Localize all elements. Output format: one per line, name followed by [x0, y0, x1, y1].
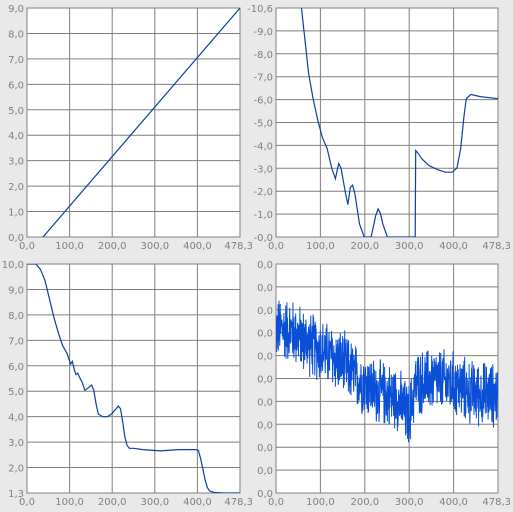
y-tick-label: 2,0 — [8, 182, 24, 193]
y-tick-label: 0,0 — [257, 443, 273, 454]
series-line — [27, 264, 240, 493]
x-tick-label: 400,0 — [439, 497, 468, 508]
y-tick-label: 0,0 — [257, 329, 273, 340]
y-tick-label: 4,0 — [8, 413, 24, 424]
y-tick-label: 10,0 — [2, 260, 24, 271]
y-tick-label: -5,0 — [253, 119, 273, 130]
x-tick-label: 200,0 — [98, 497, 127, 508]
y-tick-label: 1,0 — [8, 208, 24, 219]
y-tick-label: 5,0 — [8, 106, 24, 117]
y-tick-label: 0,0 — [257, 420, 273, 431]
x-tick-label: 100,0 — [55, 497, 84, 508]
y-tick-label: 0,0 — [257, 397, 273, 408]
chart-panel-2: 0,0 100,0 200,0 300,0 400,0 478,3 -0,0 -1,0 -2,0… — [247, 4, 511, 252]
y-tick-label: 2,0 — [8, 464, 24, 475]
y-tick-label: 3,0 — [8, 157, 24, 168]
series-line — [276, 300, 498, 443]
y-tick-label: 0,0 — [257, 375, 273, 386]
x-tick-label: 478,3 — [482, 497, 511, 508]
y-tick-label: -9,0 — [253, 27, 273, 38]
series-line — [300, 8, 498, 237]
chart-panel-1: 0,0 100,0 200,0 300,0 400,0 478,3 0,0 1,0 2,0 3,0… — [8, 4, 253, 252]
series-line — [42, 8, 240, 237]
x-tick-label: 0,0 — [268, 497, 284, 508]
x-tick-label: 0,0 — [19, 241, 35, 252]
y-tick-label: 7,0 — [8, 336, 24, 347]
x-tick-label: 400,0 — [439, 241, 468, 252]
y-tick-label: -7,0 — [253, 73, 273, 84]
x-tick-label: 300,0 — [395, 241, 424, 252]
y-tick-label: -1,0 — [253, 210, 273, 221]
x-tick-label: 100,0 — [306, 241, 335, 252]
x-tick-label: 200,0 — [350, 241, 379, 252]
x-tick-label: 300,0 — [140, 241, 169, 252]
x-tick-label: 200,0 — [98, 241, 127, 252]
y-tick-label: 0,0 — [8, 233, 24, 244]
plot-frame — [26, 263, 241, 494]
x-tick-label: 400,0 — [183, 241, 212, 252]
x-tick-label: 478,3 — [482, 241, 511, 252]
x-tick-label: 100,0 — [306, 497, 335, 508]
x-tick-label: 300,0 — [140, 497, 169, 508]
y-tick-label: 0,0 — [257, 283, 273, 294]
x-tick-label: 300,0 — [395, 497, 424, 508]
y-tick-label: 4,0 — [8, 131, 24, 142]
y-tick-label: -4,0 — [253, 141, 273, 152]
plot-frame — [275, 263, 499, 494]
y-tick-label: 6,0 — [8, 80, 24, 91]
x-tick-label: 400,0 — [183, 497, 212, 508]
plot-area — [27, 264, 240, 493]
y-tick-label: 8,0 — [8, 311, 24, 322]
y-tick-label: -8,0 — [253, 50, 273, 61]
x-tick-label: 0,0 — [19, 497, 35, 508]
plot-area — [27, 8, 240, 237]
x-tick-label: 478,3 — [224, 241, 253, 252]
y-tick-label: 8,0 — [8, 29, 24, 40]
y-tick-label: -10,6 — [247, 4, 273, 15]
x-tick-label: 200,0 — [350, 497, 379, 508]
y-tick-label: 9,0 — [8, 4, 24, 15]
y-tick-label: -2,0 — [253, 187, 273, 198]
y-tick-label: 1,3 — [8, 489, 24, 500]
y-tick-label: 0,0 — [257, 306, 273, 317]
y-tick-label: 0,0 — [257, 466, 273, 477]
y-tick-label: -6,0 — [253, 96, 273, 107]
y-tick-label: 3,0 — [8, 438, 24, 449]
y-tick-label: 0,0 — [257, 260, 273, 271]
y-tick-label: 0,0 — [257, 352, 273, 363]
y-tick-label: -3,0 — [253, 164, 273, 175]
chart-panel-4: 0,0 100,0 200,0 300,0 400,0 478,30,00,00,00,0… — [257, 260, 511, 508]
x-tick-label: 0,0 — [268, 241, 284, 252]
y-tick-label: -0,0 — [253, 233, 273, 244]
y-tick-label: 9,0 — [8, 285, 24, 296]
x-tick-label: 100,0 — [55, 241, 84, 252]
y-tick-label: 5,0 — [8, 387, 24, 398]
x-tick-label: 478,3 — [224, 497, 253, 508]
plot-frame — [26, 7, 241, 238]
chart-panel-3: 0,0 100,0 200,0 300,0 400,0 478,3 1,3 2,0 3,0 4,0… — [2, 260, 253, 508]
y-tick-label: 7,0 — [8, 55, 24, 66]
y-tick-label: 0,0 — [257, 489, 273, 500]
y-tick-label: 6,0 — [8, 362, 24, 373]
